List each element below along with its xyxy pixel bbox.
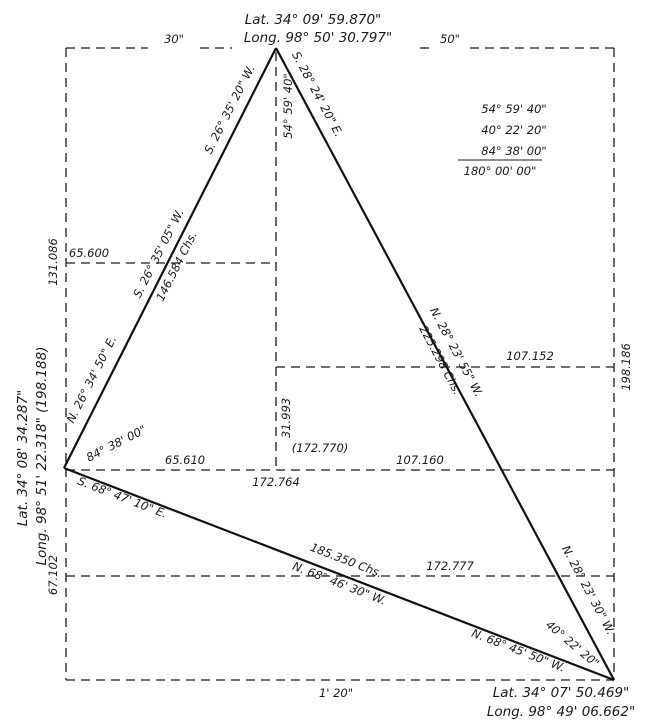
top-right-edge-reverse-bearing: N. 28° 23' 30" W.: [559, 543, 618, 637]
survey-triangle: [63, 47, 615, 682]
angle-sum-line: 84° 38' 00": [481, 144, 546, 158]
bottom-right-vertex-long: Long. 98° 49' 06.662": [487, 704, 635, 720]
left-upper-dimension: 131.086: [46, 238, 60, 286]
bottom-edge-outer-bearing: S. 68° 47' 10" E.: [76, 474, 169, 521]
bounding-box: [65, 47, 615, 681]
mid-left-horizontal-dimension: 65.610: [165, 453, 205, 467]
top-vertex-long: Long. 98° 50' 30.797": [244, 30, 392, 46]
angle-sum-block: 54° 59' 40" 40° 22' 20" 84° 38' 00" 180°…: [458, 102, 547, 178]
left-vertex-angle: 84° 38' 00": [84, 422, 149, 464]
top-vertex-lat: Lat. 34° 09' 59.870": [245, 12, 382, 28]
center-below-dimension: 172.764: [252, 475, 300, 489]
center-vertical-angle: 54° 59' 40": [281, 73, 295, 138]
angle-sum-line: 40° 22' 20": [481, 123, 546, 137]
construction-lines: [66, 52, 614, 577]
left-vertex-long: Long. 98° 51' 22.318" (198.188): [34, 347, 50, 566]
left-vertex-lat: Lat. 34° 08' 34.287": [15, 390, 31, 527]
upper-left-horizontal-dimension: 65.600: [69, 246, 109, 260]
right-side-dimension: 198.186: [619, 343, 633, 391]
bottom-right-vertex-lat: Lat. 34° 07' 50.469": [493, 685, 630, 701]
angle-sum-total: 180° 00' 00": [464, 164, 537, 178]
mid-right-horizontal-dimension: 107.160: [396, 453, 444, 467]
lower-horizontal-dimension: 172.777: [426, 559, 474, 573]
center-paren-dimension: (172.770): [292, 441, 349, 455]
top-right-segment-label: 50": [440, 32, 460, 46]
top-left-segment-label: 30": [164, 32, 184, 46]
bottom-segment-label: 1' 20": [319, 686, 353, 700]
upper-right-horizontal-dimension: 107.152: [506, 349, 554, 363]
left-lower-dimension: 67.102: [46, 555, 60, 595]
center-vertical-dimension: 31.993: [279, 398, 293, 438]
angle-sum-line: 54° 59' 40": [481, 102, 546, 116]
